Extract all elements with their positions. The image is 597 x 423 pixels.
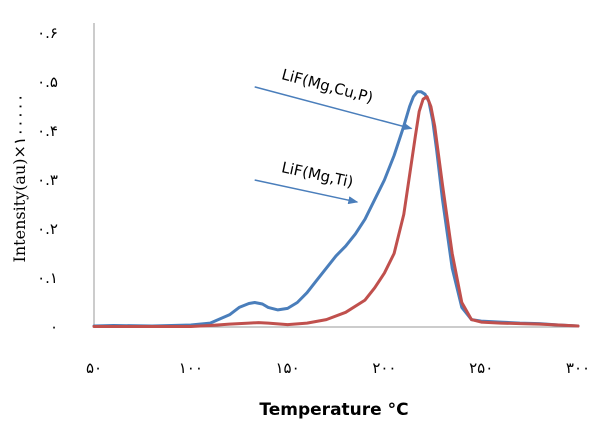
series-line-2 xyxy=(92,95,580,328)
x-tick-label: ۳۰۰ xyxy=(566,359,590,377)
annotations: LiF(Mg,Cu,P) LiF(Mg,Ti) xyxy=(254,65,413,205)
y-tick-label: ۰.۲ xyxy=(37,220,58,238)
x-tick-label: ۲۰۰ xyxy=(372,359,396,377)
y-tick-label: ۰.۶ xyxy=(37,24,58,42)
series-line-1 xyxy=(92,90,580,328)
y-tick-label: ۰.۱ xyxy=(37,269,58,287)
x-tick-label: ۲۵۰ xyxy=(469,359,493,377)
annotation-label-1: LiF(Mg,Cu,P) xyxy=(280,65,375,106)
series-lines xyxy=(92,90,580,328)
x-tick-label: ۱۰۰ xyxy=(179,359,203,377)
x-tick-label: ۱۵۰ xyxy=(276,359,300,377)
x-axis-title: Temperature °C xyxy=(259,400,408,420)
annotation-arrow-2 xyxy=(254,179,359,205)
y-tick-label: ۰.۳ xyxy=(37,171,58,189)
y-tick-label: ۰.۵ xyxy=(37,73,58,91)
y-tick-label: ۰ xyxy=(50,318,58,336)
y-tick-labels: ۰ ۰.۱ ۰.۲ ۰.۳ ۰.۴ ۰.۵ ۰.۶ xyxy=(37,24,58,336)
x-tick-labels: ۵۰ ۱۰۰ ۱۵۰ ۲۰۰ ۲۵۰ ۳۰۰ xyxy=(86,359,590,377)
annotation-arrow-1 xyxy=(254,86,413,131)
y-axis-title: Intensity(au)×۱۰۰۰۰۰ xyxy=(10,94,29,263)
annotation-label-2: LiF(Mg,Ti) xyxy=(280,158,355,191)
x-tick-label: ۵۰ xyxy=(86,359,102,377)
y-tick-label: ۰.۴ xyxy=(37,122,58,140)
